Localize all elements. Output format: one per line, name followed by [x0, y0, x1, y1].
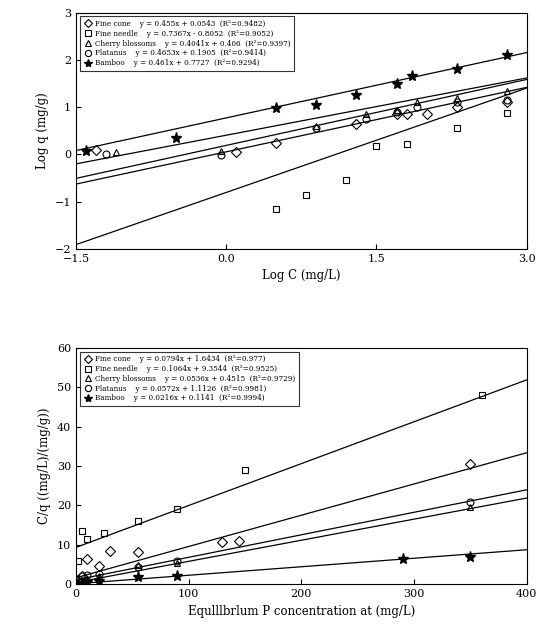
X-axis label: Equlllbrlum P concentration at (mg/L): Equlllbrlum P concentration at (mg/L)	[188, 605, 415, 618]
Y-axis label: Log q (mg/g): Log q (mg/g)	[36, 93, 49, 169]
Y-axis label: C/q ((mg/L)/(mg/g)): C/q ((mg/L)/(mg/g))	[39, 408, 52, 525]
Legend: Fine cone    y = 0.455x + 0.0543  (R²=0.9482), Fine needle    y = 0.7367x - 0.80: Fine cone y = 0.455x + 0.0543 (R²=0.9482…	[80, 17, 294, 70]
X-axis label: Log C (mg/L): Log C (mg/L)	[262, 269, 340, 283]
Legend: Fine cone    y = 0.0794x + 1.6434  (R²=0.977), Fine needle    y = 0.1064x + 9.35: Fine cone y = 0.0794x + 1.6434 (R²=0.977…	[80, 352, 299, 406]
